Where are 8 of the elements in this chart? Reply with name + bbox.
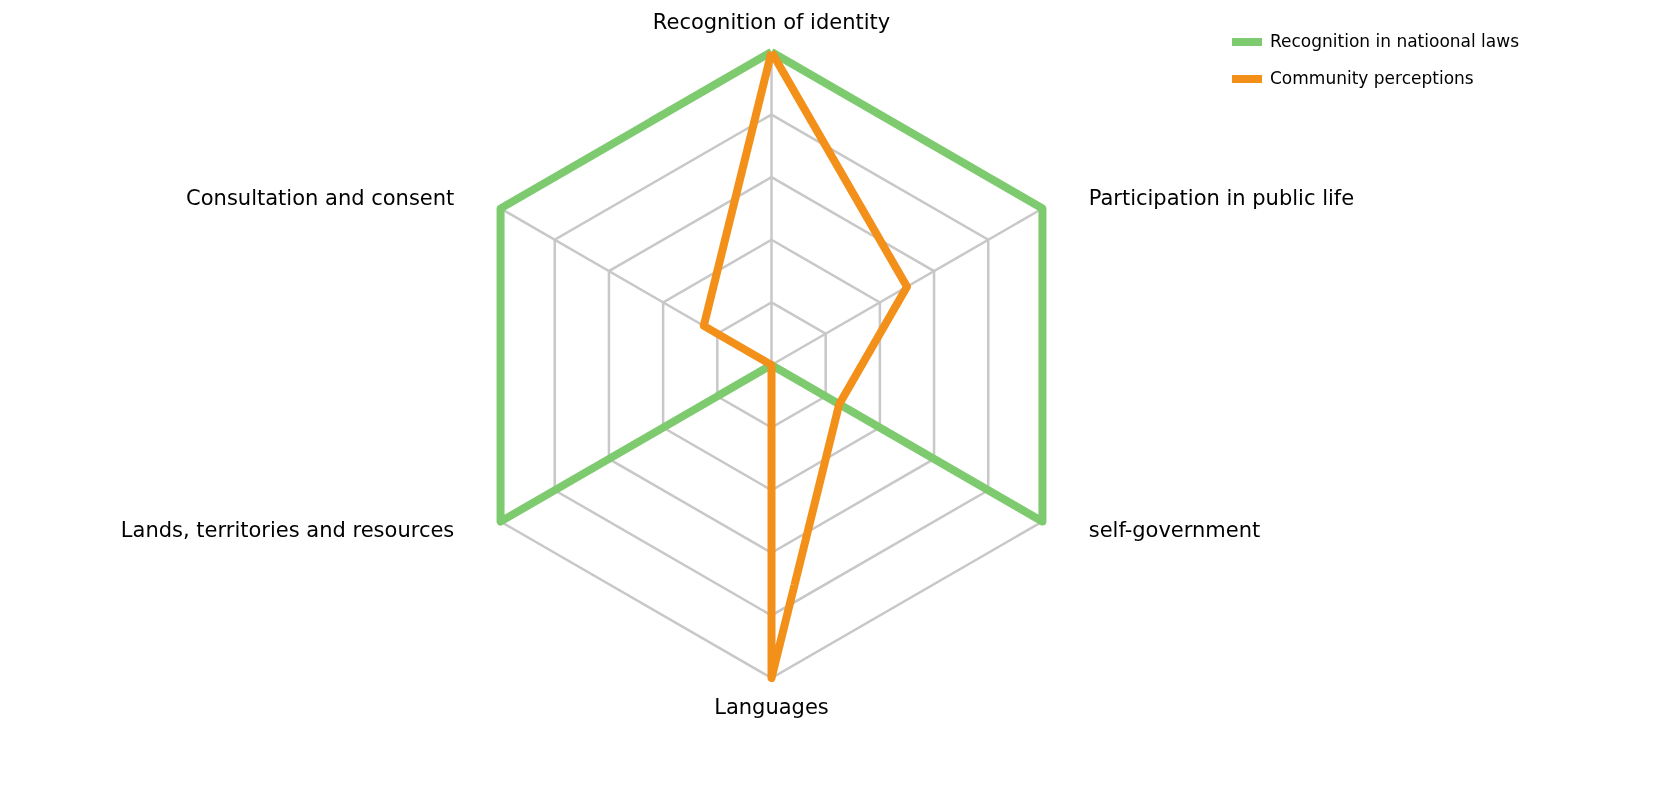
spoke-label: Participation in public life (1088, 186, 1355, 211)
legend-label: Recognition in natioonal laws (1270, 31, 1520, 51)
spoke-label: self-government (1088, 517, 1261, 542)
spoke-label: Lands, territories and resources (120, 517, 455, 542)
spoke-label: Languages (714, 694, 829, 719)
legend-label: Community perceptions (1270, 68, 1474, 88)
spoke-label: Recognition of identity (652, 10, 891, 35)
spoke-label: Consultation and consent (186, 186, 455, 211)
